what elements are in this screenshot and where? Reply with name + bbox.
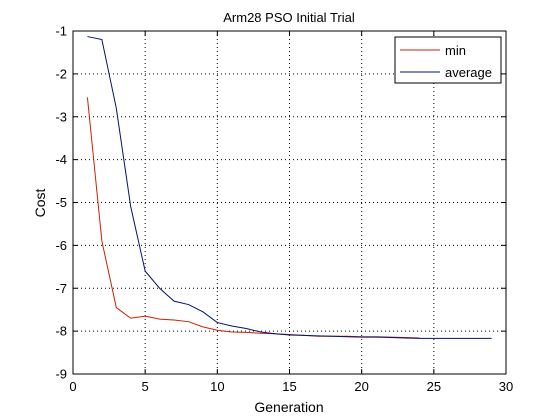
x-tick-label: 0 — [69, 379, 76, 394]
chart-title: Arm28 PSO Initial Trial — [223, 10, 355, 25]
legend-label-min: min — [445, 43, 466, 58]
series-group — [86, 36, 492, 339]
y-tick-label: -5 — [55, 195, 67, 210]
series-line-min — [86, 97, 420, 339]
x-tick-label: 30 — [499, 379, 513, 394]
y-axis-label: Cost — [32, 189, 48, 218]
y-tick-label: -6 — [55, 238, 67, 253]
x-axis-label: Generation — [254, 399, 323, 415]
y-tick-label: -4 — [55, 152, 67, 167]
y-tick-label: -7 — [55, 281, 67, 296]
grid — [73, 31, 506, 374]
y-tick-label: -3 — [55, 109, 67, 124]
x-tick-label: 10 — [210, 379, 224, 394]
legend-box — [394, 36, 502, 84]
x-tick-label: 15 — [282, 379, 296, 394]
x-tick-label: 25 — [427, 379, 441, 394]
series-line-average — [87, 36, 492, 339]
legend-label-average: average — [445, 65, 492, 80]
x-tick-label: 20 — [354, 379, 368, 394]
y-tick-label: -9 — [55, 367, 67, 382]
axis-ticks: 0 5 10 15 20 25 30 -9 -8 -7 -6 -5 -4 -3 -2 -1 — [55, 24, 513, 395]
y-tick-label: -8 — [55, 324, 67, 339]
y-tick-label: -2 — [55, 66, 67, 81]
y-tick-label: -1 — [55, 24, 67, 39]
x-tick-label: 5 — [142, 379, 149, 394]
legend: min average — [394, 36, 502, 84]
